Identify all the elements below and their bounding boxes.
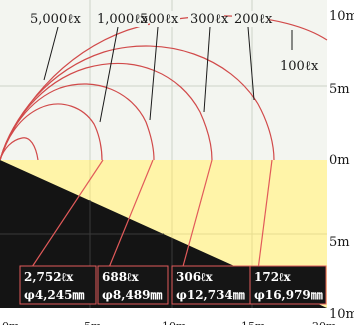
reading-diameter-2: φ8,489㎜ [102, 288, 162, 302]
isolux-curve-1000 [0, 103, 103, 161]
isolux-curve-5000 [0, 137, 39, 161]
isolux-curve-100 [0, 15, 328, 161]
label-leaders [43, 26, 293, 123]
label-100-lx: 100ℓx [280, 59, 319, 74]
right-axis: 10m 5m 0m 5m 10m [329, 9, 354, 322]
bottom-axis: 0m 5m 10m 15m 20m [2, 320, 337, 325]
bottom-axis-label-5m: 5m [84, 320, 102, 325]
isolux-curves [0, 15, 328, 161]
label-300-lx: 300ℓx [190, 12, 229, 27]
label-500-lx: 500ℓx [140, 12, 179, 27]
reading-box-1 [19, 265, 97, 305]
bottom-axis-label-10m: 10m [162, 320, 187, 325]
bottom-axis-label-20m: 20m [312, 320, 337, 325]
bottom-axis-label-0m: 0m [2, 320, 20, 325]
isolux-labels: 5,000ℓx 1,000ℓx 500ℓx 300ℓx 200ℓx 100ℓx [28, 11, 319, 74]
reading-diameter-4: φ16,979㎜ [254, 288, 323, 302]
reading-box-3 [171, 265, 251, 305]
label-5000-lx: 5,000ℓx [30, 12, 81, 27]
label-200-lx: 200ℓx [234, 12, 273, 27]
reading-boxes: 2,752ℓx φ4,245㎜ 688ℓx φ8,489㎜ 306ℓx φ12,… [19, 265, 327, 305]
right-axis-label-top-5m: 5m [329, 82, 350, 97]
reading-illuminance-2: 688ℓx [102, 270, 140, 284]
reading-illuminance-3: 306ℓx [176, 270, 214, 284]
reading-illuminance-1: 2,752ℓx [24, 270, 74, 284]
right-axis-label-top-10m: 10m [329, 9, 354, 24]
reading-diameter-3: φ12,734㎜ [176, 288, 245, 302]
reading-box-4 [249, 265, 327, 305]
label-1000-lx: 1,000ℓx [97, 12, 148, 27]
bottom-axis-label-15m: 15m [241, 320, 266, 325]
reading-diameter-1: φ4,245㎜ [24, 288, 84, 302]
reading-box-2 [97, 265, 169, 305]
callout-lines [29, 159, 273, 271]
reading-illuminance-4: 172ℓx [254, 270, 292, 284]
right-axis-label-bottom-10m: 10m [329, 307, 354, 322]
right-axis-label-0m: 0m [329, 153, 350, 168]
right-axis-label-bottom-5m: 5m [329, 235, 350, 250]
